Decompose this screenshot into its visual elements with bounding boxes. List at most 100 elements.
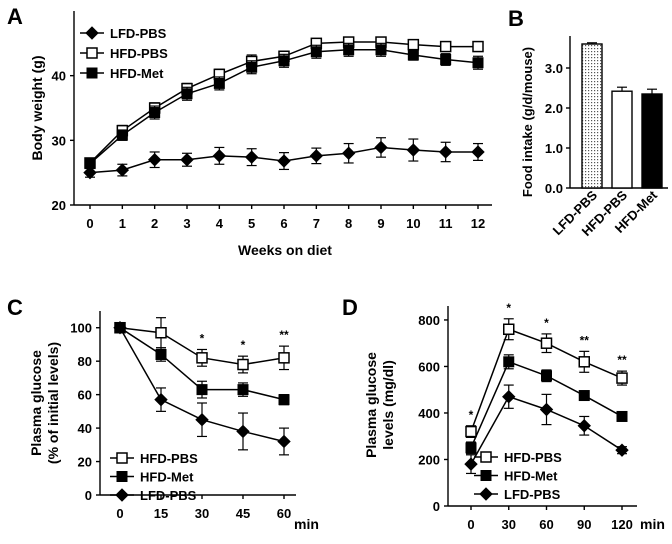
data-point <box>407 38 420 51</box>
data-point <box>149 107 161 119</box>
data-point <box>195 413 209 427</box>
x-tick-label: 2 <box>151 216 158 231</box>
x-tick-label: 9 <box>377 216 384 231</box>
series-HFD-PBS <box>465 318 628 438</box>
panel-label: D <box>342 295 358 320</box>
legend-label: HFD-Met <box>110 66 164 81</box>
data-point <box>438 145 453 159</box>
legend-label: HFD-Met <box>140 470 194 485</box>
data-point <box>155 326 167 339</box>
data-point <box>440 54 452 65</box>
x-tick-label: 0 <box>467 517 474 532</box>
x-tick-label: 30 <box>195 506 209 521</box>
data-point <box>309 149 324 163</box>
data-point <box>236 424 250 439</box>
data-point <box>180 153 194 167</box>
significance-mark: * <box>241 338 246 352</box>
data-point <box>541 370 552 382</box>
y-tick-label: 60 <box>78 388 92 403</box>
legend-marker <box>480 451 492 463</box>
legend-marker <box>480 470 492 481</box>
series-LFD-PBS <box>113 321 291 456</box>
data-point <box>84 158 96 170</box>
data-point <box>341 146 356 160</box>
y-tick-label: 20 <box>52 198 66 213</box>
x-axis-label: min <box>294 516 319 532</box>
data-point <box>540 337 553 349</box>
panel-label: B <box>508 6 524 31</box>
data-point <box>465 425 477 438</box>
x-tick-label: 10 <box>406 216 420 231</box>
data-point <box>502 389 516 404</box>
data-point <box>616 372 628 384</box>
data-point <box>503 356 515 368</box>
y-tick-label: 40 <box>78 421 92 436</box>
data-point <box>83 165 97 180</box>
legend-label: HFD-PBS <box>110 46 168 61</box>
y-axis-label: Plasma glucoselevels (mg/dl) <box>363 352 396 458</box>
y-tick-label: 40 <box>52 69 66 84</box>
data-point <box>213 77 225 89</box>
legend: HFD-PBS HFD-Met LFD-PBS <box>110 451 198 503</box>
legend-marker <box>479 487 493 501</box>
data-point <box>115 163 130 177</box>
y-tick-label: 800 <box>418 313 440 328</box>
x-tick-label: 4 <box>216 216 224 231</box>
panel-label: C <box>7 295 23 320</box>
x-tick-label: 15 <box>154 506 168 521</box>
y-tick-label: 100 <box>70 321 92 336</box>
data-point <box>278 394 290 406</box>
x-tick-label: 8 <box>345 216 352 231</box>
y-tick-label: 0.0 <box>545 181 563 196</box>
data-point <box>116 129 128 141</box>
data-point <box>464 457 478 471</box>
significance-mark: ** <box>580 333 590 347</box>
y-axis-label: Body weight (g) <box>29 56 45 161</box>
legend: LFD-PBS HFD-PBS HFD-Met <box>80 26 168 81</box>
data-point <box>343 44 355 56</box>
data-point <box>246 61 258 73</box>
data-point <box>147 153 162 167</box>
x-axis-label: Weeks on diet <box>238 242 332 258</box>
data-point <box>578 390 590 402</box>
data-point <box>465 442 477 454</box>
data-point <box>578 356 590 368</box>
x-tick-label: 90 <box>577 517 591 532</box>
significance-mark: * <box>506 301 511 315</box>
y-axis-label: Plasma glucose(% of initial levels) <box>28 342 61 464</box>
x-tick-label: 60 <box>277 506 291 521</box>
legend-marker <box>86 47 98 59</box>
data-point <box>310 46 322 58</box>
x-tick-label: 12 <box>471 216 485 231</box>
x-axis-label: min <box>640 516 665 532</box>
data-point <box>616 410 628 422</box>
data-point <box>277 154 291 168</box>
data-point <box>375 44 387 56</box>
data-point <box>181 88 193 100</box>
data-point <box>472 57 484 69</box>
bar-HFD-Met <box>641 93 663 189</box>
significance-mark: ** <box>617 353 627 367</box>
y-tick-label: 80 <box>78 354 92 369</box>
data-point <box>113 321 127 335</box>
y-tick-label: 600 <box>418 359 440 374</box>
data-point <box>577 419 591 433</box>
legend: HFD-PBS HFD-Met LFD-PBS <box>474 450 562 502</box>
data-point <box>212 149 227 163</box>
data-point <box>196 352 208 364</box>
legend-marker <box>86 67 98 79</box>
y-tick-label: 0 <box>433 499 440 514</box>
significance-mark: * <box>544 316 549 330</box>
data-point <box>407 49 419 61</box>
data-point <box>277 434 291 449</box>
legend-label: LFD-PBS <box>140 488 197 503</box>
data-point <box>406 143 421 157</box>
legend-marker <box>115 488 129 502</box>
bar-LFD-PBS <box>581 43 603 189</box>
bar-HFD-PBS <box>611 90 633 189</box>
x-tick-label: 1 <box>119 216 126 231</box>
panel-label: A <box>7 4 23 29</box>
